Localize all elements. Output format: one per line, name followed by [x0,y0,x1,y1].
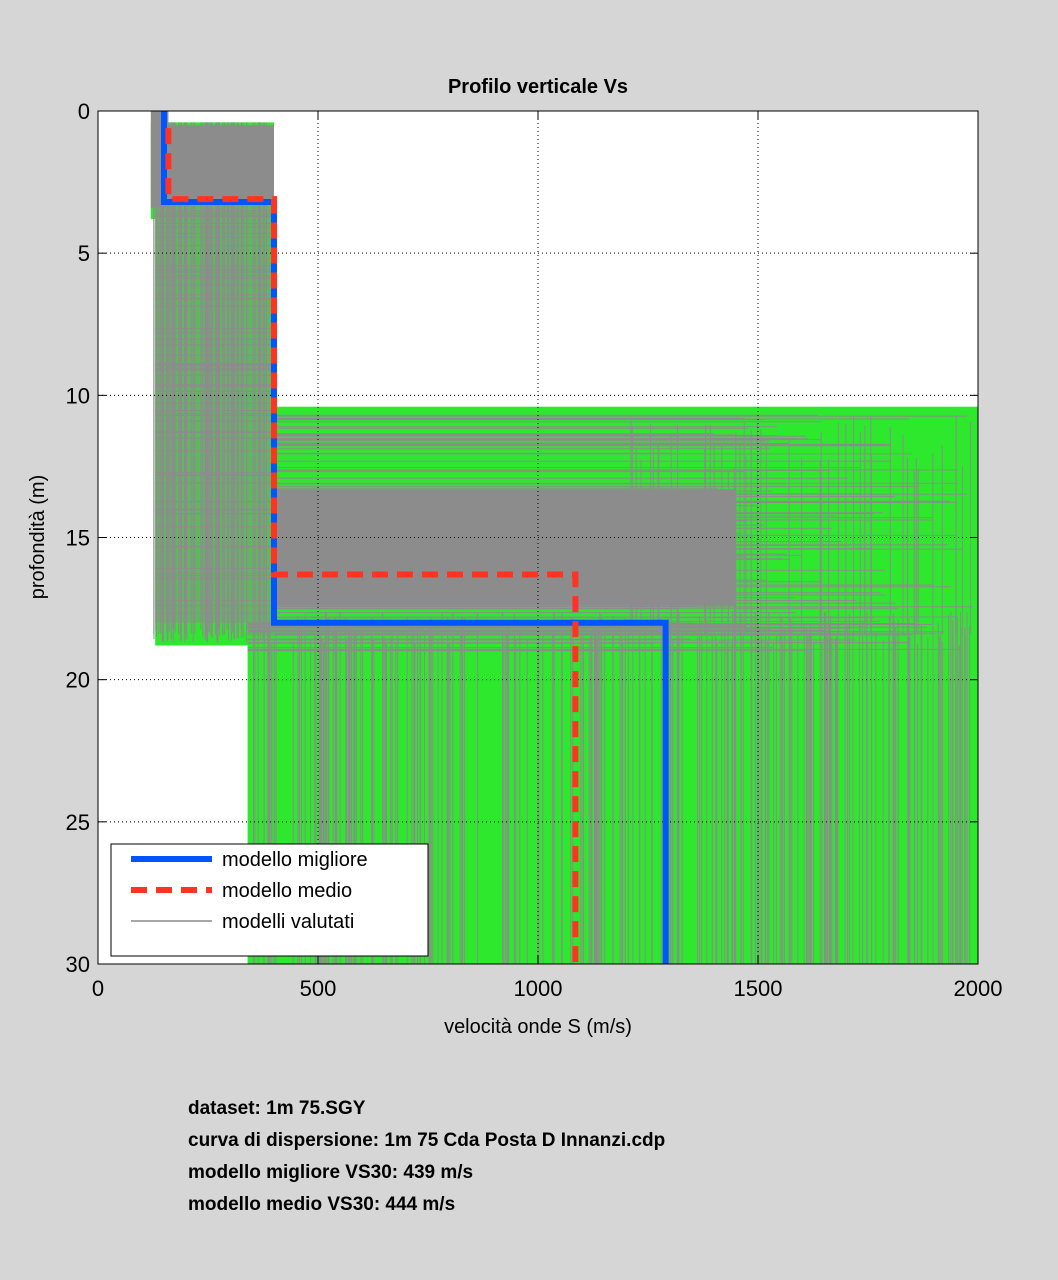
tick-layer: 0 500 1000 1500 2000 0 5 10 15 20 25 30 [66,99,1003,1001]
legend-box [110,843,429,957]
series-layer [161,111,669,964]
x-tick-label: 0 [92,976,104,1001]
legend-label-2: modelli valutati [222,911,354,933]
dataset-line: dataset: 1m 75.SGY [188,1098,366,1119]
series-line-1 [165,128,579,964]
y-tick-label: 30 [66,952,90,977]
x-axis-label: velocità onde S (m/s) [444,1016,632,1038]
x-tick-label: 1000 [514,976,563,1001]
models-layer [150,111,972,964]
info-panel: dataset: 1m 75.SGY curva di dispersione:… [188,1093,665,1221]
y-axis-label: profondità (m) [27,475,49,600]
legend-label-0: modello migliore [222,849,368,871]
evaluated-shallow-fill [155,201,274,623]
y-tick-label: 10 [66,383,90,408]
chart-title: Profilo verticale Vs [448,76,628,98]
legend-items: modello migliore modello medio modelli val… [131,849,368,933]
x-tick-label: 1500 [734,976,783,1001]
y-tick-label: 0 [78,99,90,124]
evaluated-deep [247,611,971,964]
y-tick-label: 5 [78,241,90,266]
y-tick-label: 15 [66,526,90,551]
legend-label-1: modello medio [222,880,352,902]
vs-profile-chart: Profilo verticale Vs 0 500 1000 1500 2000 0 5 1… [27,76,1003,1038]
y-tick-label: 25 [66,810,90,835]
mean-vs30-line: modello medio VS30: 444 m/s [188,1194,456,1215]
x-tick-label: 500 [300,976,337,1001]
x-tick-label: 2000 [954,976,1003,1001]
curve-line: curva di dispersione: 1m 75 Cda Posta D … [188,1130,666,1151]
evaluated-mid-fill [274,489,736,606]
legend: modello migliore modello medio modelli val… [110,843,429,957]
y-tick-label: 20 [66,668,90,693]
grid-layer [98,111,978,964]
best-vs30-line: modello migliore VS30: 439 m/s [188,1162,474,1183]
figure: Profilo verticale Vs 0 500 1000 1500 2000 0 5 1… [27,76,1003,1038]
evaluated-upper-fill [168,125,274,202]
